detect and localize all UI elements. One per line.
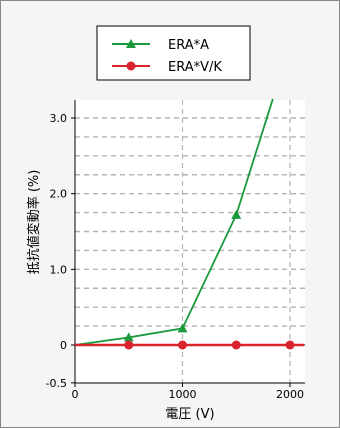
x-tick-label: 2000 [276, 388, 304, 401]
data-point-era-v-k [124, 340, 134, 350]
data-point-era-a [177, 323, 188, 333]
legend-label: ERA*A [168, 38, 209, 53]
plot-area [75, 100, 305, 383]
data-point-era-v-k [285, 340, 295, 350]
y-tick-label: -0.5 [46, 377, 67, 390]
legend-box [96, 25, 251, 81]
legend-label: ERA*V/K [168, 60, 222, 75]
data-point-era-v-k [178, 340, 187, 350]
legend-marker-circle [126, 61, 136, 71]
y-tick-label: 3.0 [50, 112, 68, 125]
data-point-era-v-k [231, 340, 241, 350]
y-tick-label: 1.0 [50, 263, 68, 276]
legend-marker-triangle [126, 39, 136, 48]
legend: ERA*A ERA*V/K [96, 25, 251, 81]
data-point-era-a [231, 209, 242, 219]
y-axis-title: 抵抗値変動率 (%) [26, 170, 42, 275]
y-tick-label: 0 [60, 339, 67, 352]
data-point-era-a [123, 332, 134, 342]
y-tick-label: 2.0 [50, 188, 68, 201]
x-axis-title: 電圧 (V) [165, 407, 214, 422]
x-tick-label: 0 [72, 388, 79, 401]
x-tick-label: 1000 [169, 388, 197, 401]
